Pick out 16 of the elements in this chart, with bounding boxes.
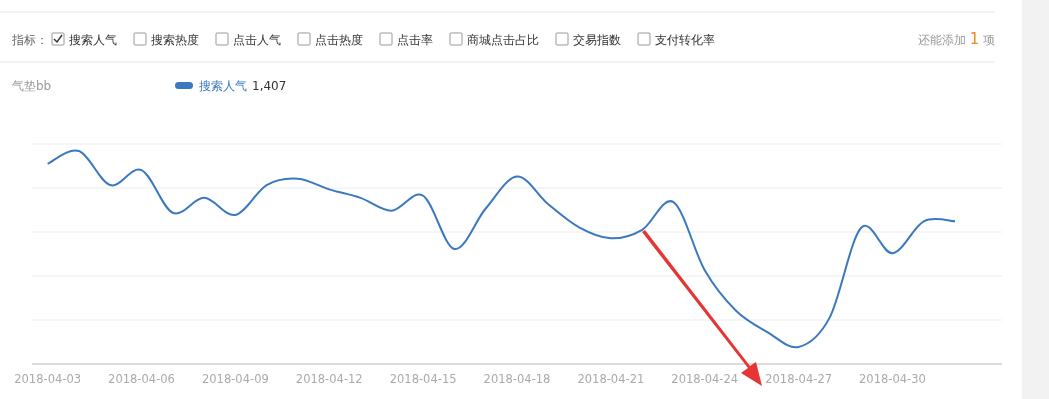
text: 还能添加 1 项 xyxy=(917,30,995,48)
x-tick-label: 2018-04-12 xyxy=(295,372,363,386)
legend-label: 搜索人气 xyxy=(199,79,247,93)
x-tick-label: 2018-04-06 xyxy=(108,372,175,386)
indicator-options: 搜索人气 搜索热度 点击人气 点击热度 点击率 商城点击占比 交易指数 支付转化率 xyxy=(51,32,715,47)
x-tick-label: 2018-04-09 xyxy=(201,372,269,386)
chart-title: 气垫bb xyxy=(12,79,52,93)
x-tick-label: 2018-04-24 xyxy=(671,372,739,386)
text: 1,407 xyxy=(252,79,287,93)
x-tick-label: 2018-04-03 xyxy=(14,372,82,386)
x-tick-label: 2018-04-18 xyxy=(483,372,551,386)
text: 指标： xyxy=(11,33,48,47)
x-tick-label: 2018-04-21 xyxy=(577,372,645,386)
x-tick-label: 2018-04-27 xyxy=(765,372,833,386)
x-tick-label: 2018-04-30 xyxy=(859,372,926,386)
x-tick-label: 2018-04-15 xyxy=(389,372,457,386)
